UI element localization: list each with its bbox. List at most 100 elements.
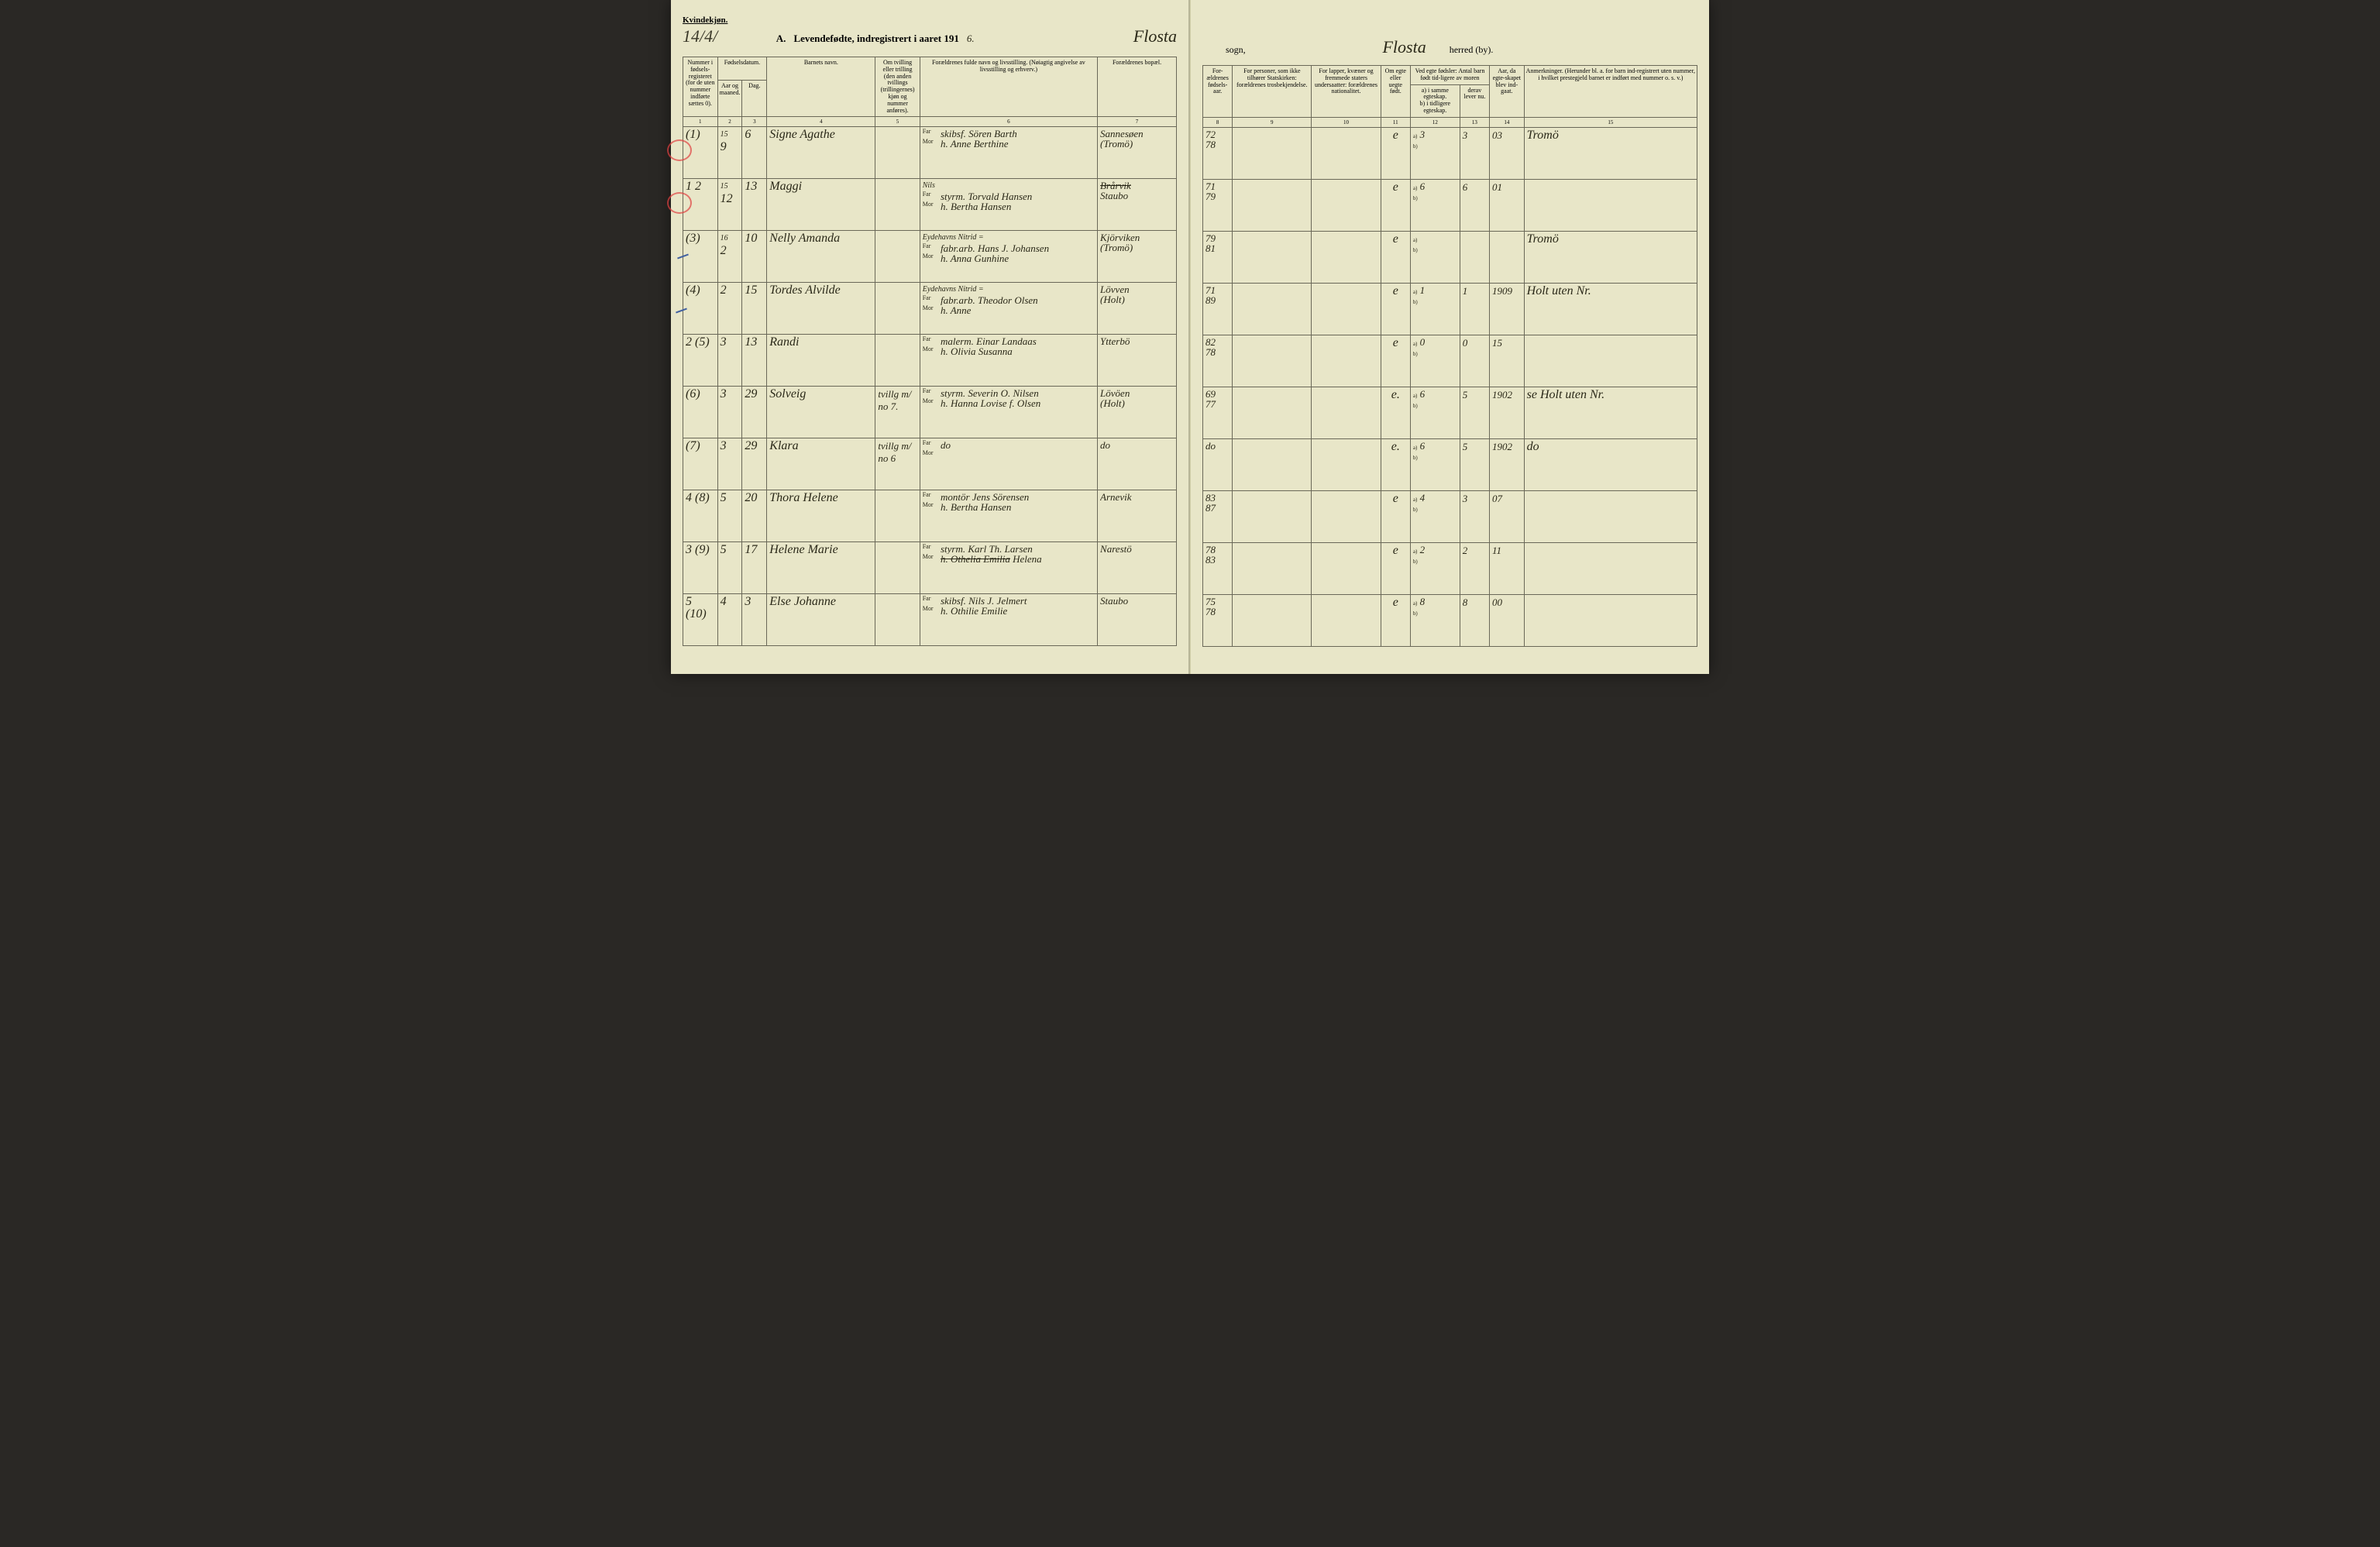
living-now: 3 [1460,127,1489,179]
colnum: 10 [1312,117,1381,127]
birth-month: 4 [717,594,742,646]
col2b-head: Dag. [742,81,767,117]
nationality [1312,283,1381,335]
marriage-year [1489,231,1524,283]
birth-month: 3 [717,438,742,490]
header-right: sogn, Flosta herred (by). [1202,15,1697,57]
sogn-label: sogn, [1226,44,1246,56]
living-now: 6 [1460,179,1489,231]
remarks: Tromö [1524,231,1697,283]
year-suffix: 6. [967,33,975,45]
birth-day: 13 [742,335,767,387]
parent-birth-years: 7883 [1203,542,1233,594]
marriage-year: 1902 [1489,387,1524,438]
residence: Ytterbö [1098,335,1177,387]
col5-head: Om tvilling eller trilling (den anden tv… [875,57,920,117]
row-number: 4 (8) [683,490,718,542]
nationality [1312,231,1381,283]
colnum: 5 [875,117,920,127]
twin-note [875,179,920,231]
table-row: 7278 e a) 3b) 3 03 Tromö [1203,127,1697,179]
table-row: 7189 e a) 1b) 1 1909 Holt uten Nr. [1203,283,1697,335]
colnum: 6 [920,117,1097,127]
table-row: 6977 e. a) 6b) 5 1902 se Holt uten Nr. [1203,387,1697,438]
col6-head: Forældrenes fulde navn og livsstilling. … [920,57,1097,117]
prior-children: a) 2b) [1410,542,1460,594]
table-row: (6) 3 29 Solveig tvillg m/ no 7. Far sty… [683,387,1177,438]
legitimate: e [1381,542,1410,594]
marriage-year: 1902 [1489,438,1524,490]
legitimate: e. [1381,438,1410,490]
birth-day: 17 [742,542,767,594]
marriage-year: 1909 [1489,283,1524,335]
red-circle-mark-2 [667,192,692,214]
ledger-book: Kvindekjøn. 14/4/ A. Levendefødte, indre… [671,0,1709,674]
colnum-row-right: 8 9 10 11 12 13 14 15 [1203,117,1697,127]
nationality [1312,127,1381,179]
gender-label: Kvindekjøn. [683,15,1177,25]
parent-birth-years: 6977 [1203,387,1233,438]
colnum: 2 [717,117,742,127]
col11-head: Om egte eller uegte født. [1381,66,1410,118]
row-number: (7) [683,438,718,490]
child-name: Randi [767,335,875,387]
prior-children: a) 6b) [1410,438,1460,490]
birth-day: 6 [742,127,767,179]
birth-month: 2 [717,283,742,335]
child-name: Else Johanne [767,594,875,646]
title-text: Levendefødte, indregistrert i aaret 191 [793,33,958,45]
residence: Arnevik [1098,490,1177,542]
col12a: a) i samme egteskap. [1422,87,1449,101]
residence: Kjörviken (Tromö) [1098,231,1177,283]
residence: Narestö [1098,542,1177,594]
living-now: 0 [1460,335,1489,387]
parents: Far skibsf. Nils J. Jelmert Mor h. Othil… [920,594,1097,646]
colnum: 11 [1381,117,1410,127]
col12ab-head: a) i samme egteskap. b) i tidligere egte… [1410,84,1460,117]
colnum: 1 [683,117,718,127]
table-row: (4) 2 15 Tordes Alvilde Eydehavns Nitrid… [683,283,1177,335]
parent-birth-years: 8387 [1203,490,1233,542]
marriage-year: 11 [1489,542,1524,594]
table-row: (3) 162 10 Nelly Amanda Eydehavns Nitrid… [683,231,1177,283]
col14-head: Aar, da egte-skapet blev ind-gaat. [1489,66,1524,118]
parents: Far malerm. Einar Landaas Mor h. Olivia … [920,335,1097,387]
parents: Eydehavns Nitrid = Far fabr.arb. Theodor… [920,283,1097,335]
legitimate: e [1381,179,1410,231]
right-page: sogn, Flosta herred (by). For-ældrenes f… [1190,0,1709,674]
row-number: 5 (10) [683,594,718,646]
child-name: Maggi [767,179,875,231]
row-number: 3 (9) [683,542,718,594]
nationality [1312,179,1381,231]
tbody-left: (1) 159 6 Signe Agathe Far skibsf. Sören… [683,127,1177,646]
religion [1233,594,1312,646]
table-row: 5 (10) 4 3 Else Johanne Far skibsf. Nils… [683,594,1177,646]
birth-day: 3 [742,594,767,646]
birth-month: 5 [717,490,742,542]
table-row: do e. a) 6b) 5 1902 do [1203,438,1697,490]
religion [1233,490,1312,542]
legitimate: e [1381,231,1410,283]
herred-name: Flosta [1382,37,1426,57]
col8-head: For-ældrenes fødsels-aar. [1203,66,1233,118]
religion [1233,542,1312,594]
table-row: 7179 e a) 6b) 6 01 [1203,179,1697,231]
row-number: (6) [683,387,718,438]
child-name: Signe Agathe [767,127,875,179]
twin-note [875,283,920,335]
colnum-row-left: 1 2 3 4 5 6 7 [683,117,1177,127]
nationality [1312,594,1381,646]
col12b: b) i tidligere egteskap. [1420,100,1451,114]
prior-children: a) b) [1410,231,1460,283]
parent-birth-years: 7981 [1203,231,1233,283]
residence: BrårvikStaubo [1098,179,1177,231]
child-name: Nelly Amanda [767,231,875,283]
sogn-name: Flosta [1133,26,1177,46]
parents: Nils Far styrm. Torvald Hansen Mor h. Be… [920,179,1097,231]
nationality [1312,542,1381,594]
marriage-year: 03 [1489,127,1524,179]
religion [1233,179,1312,231]
page-number: 14/4/ [683,26,717,46]
remarks: Tromö [1524,127,1697,179]
birth-month: 3 [717,387,742,438]
